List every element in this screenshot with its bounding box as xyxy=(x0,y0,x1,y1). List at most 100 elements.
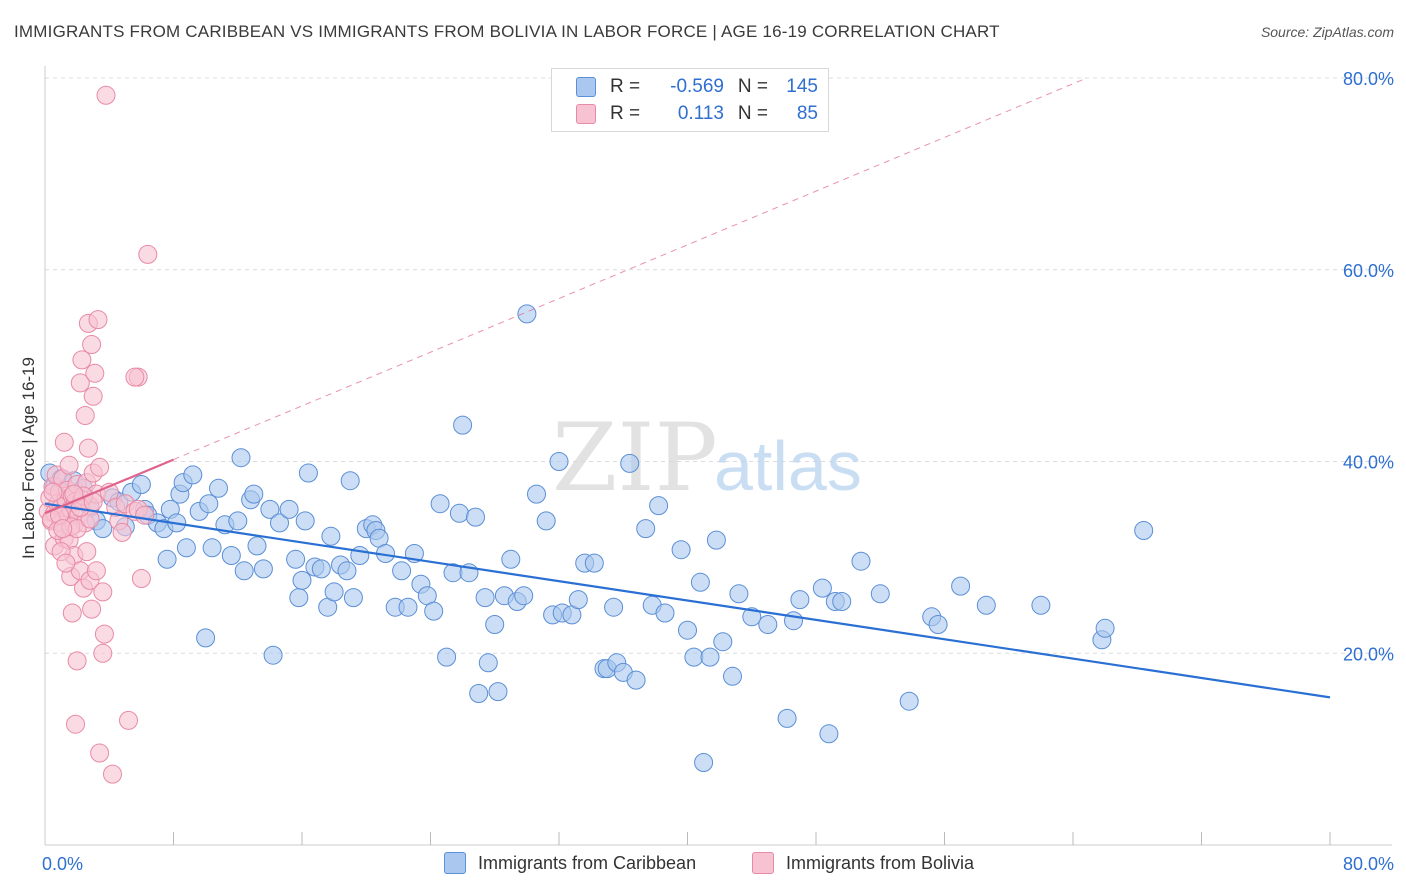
point-bolivia xyxy=(62,603,82,623)
trend-line-caribbean xyxy=(44,502,1331,699)
point-bolivia xyxy=(96,85,116,105)
point-caribbean xyxy=(392,561,412,581)
point-caribbean xyxy=(196,628,216,648)
point-caribbean xyxy=(604,597,624,617)
point-bolivia xyxy=(77,542,97,562)
point-caribbean xyxy=(501,549,521,569)
point-caribbean xyxy=(485,615,505,634)
watermark: ZIP atlas xyxy=(552,404,862,513)
legend-r-value: 0.113 xyxy=(677,103,724,124)
point-caribbean xyxy=(247,536,267,556)
y-tick-label: 20.0% xyxy=(1343,644,1394,664)
point-bolivia xyxy=(135,505,155,525)
point-caribbean xyxy=(517,304,537,324)
series-label-bolivia: Immigrants from Bolivia xyxy=(786,852,975,873)
legend-r-label: R = xyxy=(610,76,641,97)
point-caribbean xyxy=(568,590,588,610)
point-caribbean xyxy=(298,463,318,483)
point-caribbean xyxy=(694,753,714,772)
point-caribbean xyxy=(475,588,495,608)
point-caribbean xyxy=(289,588,309,608)
point-bolivia xyxy=(86,561,106,581)
legend-swatch-blue xyxy=(576,77,596,97)
source-label: Source: ZipAtlas.com xyxy=(1260,24,1394,40)
point-caribbean xyxy=(777,708,797,728)
y-tick-label: 40.0% xyxy=(1343,453,1394,473)
point-caribbean xyxy=(636,519,656,539)
point-caribbean xyxy=(832,592,852,611)
point-caribbean xyxy=(784,611,803,631)
x-tick-label: 0.0% xyxy=(42,854,83,874)
point-caribbean xyxy=(157,549,177,569)
point-caribbean xyxy=(928,615,948,634)
point-caribbean xyxy=(244,484,264,504)
point-caribbean xyxy=(729,584,749,604)
point-bolivia xyxy=(125,367,145,387)
point-caribbean xyxy=(398,597,418,617)
point-caribbean xyxy=(700,647,720,667)
point-bolivia xyxy=(72,350,92,370)
point-bolivia xyxy=(54,432,74,452)
scatter-points xyxy=(38,85,1154,784)
point-caribbean xyxy=(202,538,222,558)
point-caribbean xyxy=(263,645,283,665)
point-caribbean xyxy=(424,601,444,621)
point-bolivia xyxy=(78,438,98,458)
point-caribbean xyxy=(951,576,971,596)
point-bolivia xyxy=(119,710,138,730)
point-bolivia xyxy=(94,624,114,644)
point-bolivia xyxy=(56,553,76,573)
point-caribbean xyxy=(620,453,640,473)
legend-row-caribbean: R = -0.569 N = 145 xyxy=(576,74,818,100)
point-caribbean xyxy=(286,549,306,569)
series-legend: Immigrants from Caribbean Immigrants fro… xyxy=(0,852,1406,878)
point-caribbean xyxy=(899,691,919,711)
point-caribbean xyxy=(453,415,473,435)
point-caribbean xyxy=(292,570,312,590)
point-bolivia xyxy=(70,373,90,393)
point-caribbean xyxy=(270,513,289,533)
point-caribbean xyxy=(324,582,344,602)
point-caribbean xyxy=(536,511,556,531)
y-tick-label: 60.0% xyxy=(1343,261,1394,281)
point-bolivia xyxy=(53,519,73,539)
point-bolivia xyxy=(85,363,105,383)
point-caribbean xyxy=(209,478,228,498)
chart-title: IMMIGRANTS FROM CARIBBEAN VS IMMIGRANTS … xyxy=(14,22,1000,41)
legend-swatch-pink xyxy=(576,104,596,124)
legend-row-bolivia: R = 0.113 N = 85 xyxy=(576,101,818,127)
point-caribbean xyxy=(437,647,457,667)
point-bolivia xyxy=(93,582,113,602)
point-bolivia xyxy=(67,651,87,671)
legend-n-label: N = xyxy=(737,76,768,97)
legend-n-label: N = xyxy=(737,103,768,124)
point-caribbean xyxy=(93,519,113,539)
point-bolivia xyxy=(90,743,110,763)
point-caribbean xyxy=(253,559,273,579)
point-caribbean xyxy=(649,496,669,516)
point-caribbean xyxy=(295,511,315,531)
point-caribbean xyxy=(655,603,675,623)
point-caribbean xyxy=(340,471,360,491)
point-caribbean xyxy=(228,511,248,531)
point-bolivia xyxy=(82,599,102,619)
point-caribbean xyxy=(713,632,733,652)
point-bolivia xyxy=(93,643,113,663)
point-caribbean xyxy=(742,607,762,627)
point-caribbean xyxy=(234,561,254,581)
point-caribbean xyxy=(976,595,996,615)
y-tick-label: 80.0% xyxy=(1343,69,1394,89)
point-caribbean xyxy=(706,530,726,550)
point-caribbean xyxy=(466,507,485,527)
point-bolivia xyxy=(131,569,151,588)
x-tick-label: 80.0% xyxy=(1343,854,1394,874)
point-bolivia xyxy=(82,335,102,354)
point-caribbean xyxy=(1134,521,1154,540)
tick-labels: 20.0% 40.0% 60.0% 80.0% 0.0% 80.0% xyxy=(42,69,1394,874)
axes xyxy=(44,66,1392,846)
point-caribbean xyxy=(790,590,810,610)
point-caribbean xyxy=(176,538,196,558)
point-caribbean xyxy=(678,620,697,640)
point-bolivia xyxy=(88,310,108,330)
